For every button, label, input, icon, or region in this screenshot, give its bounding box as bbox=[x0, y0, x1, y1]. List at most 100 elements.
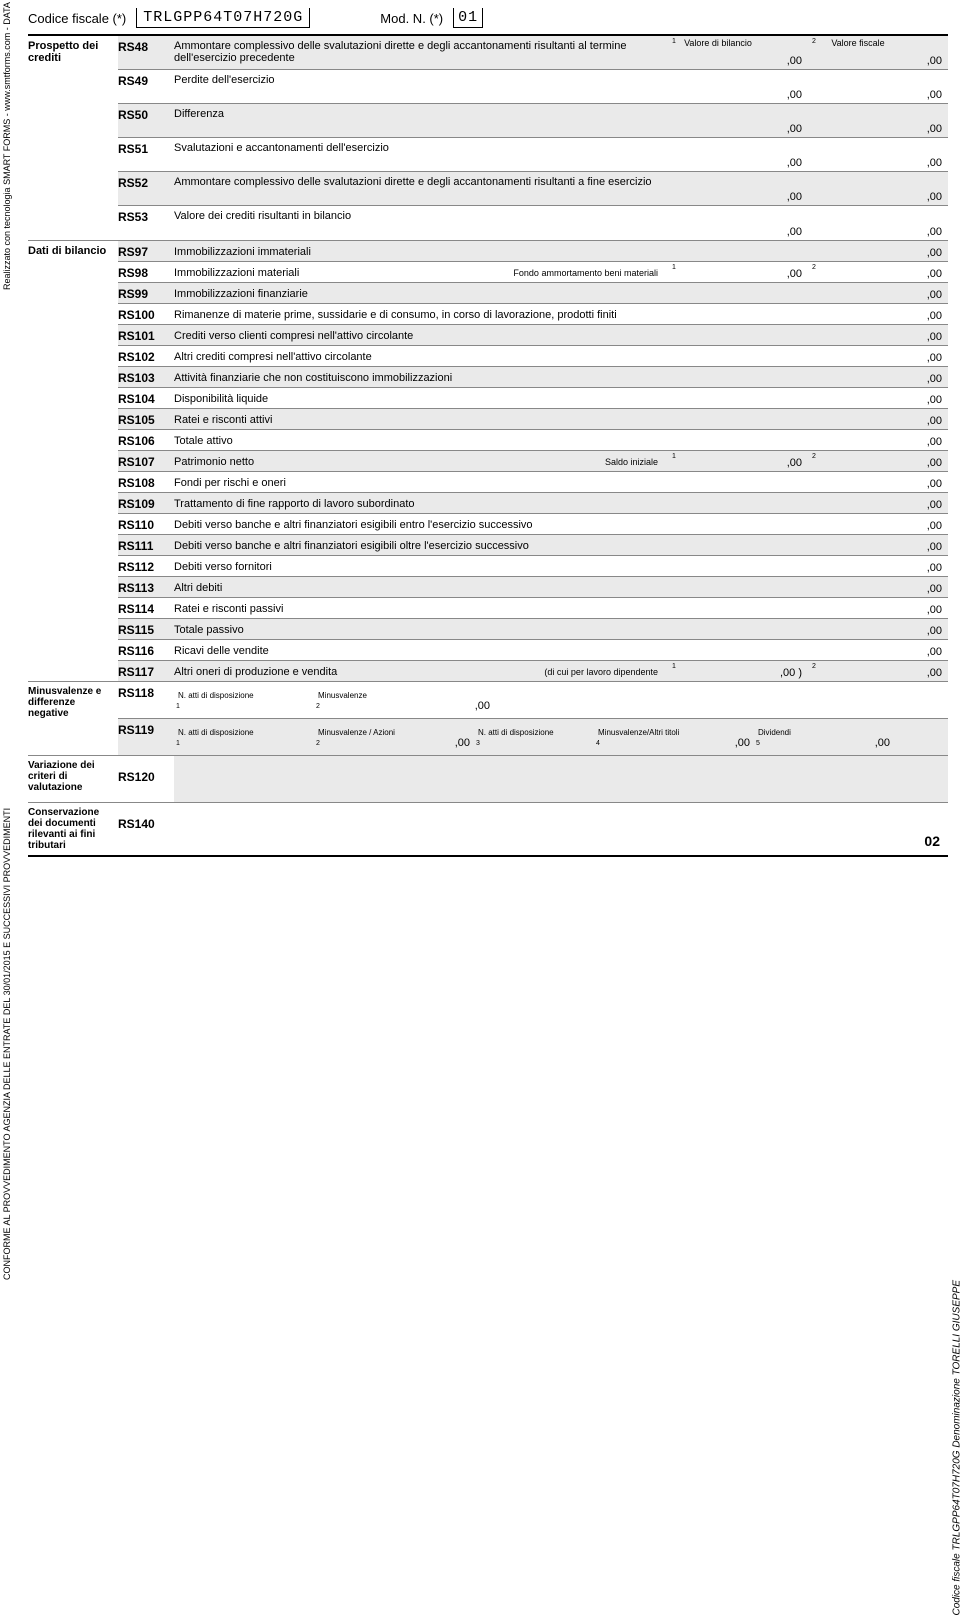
value-fiscale: 2,00 bbox=[808, 36, 948, 69]
row-code: RS48 bbox=[118, 36, 174, 69]
table-row: RS52Ammontare complessivo delle svalutaz… bbox=[118, 172, 948, 206]
value-col1: 1,00 bbox=[668, 262, 808, 282]
section-title: Minusvalenze e differenze negative bbox=[28, 682, 118, 755]
side-text-conforme: CONFORME AL PROVVEDIMENTO AGENZIA DELLE … bbox=[2, 680, 12, 1280]
value-bilancio: 1,00 bbox=[668, 36, 808, 69]
row-description: Debiti verso banche e altri finanziatori… bbox=[174, 514, 668, 534]
value-col2: ,00 bbox=[808, 241, 948, 261]
row-description: Ammontare complessivo delle svalutazioni… bbox=[174, 172, 668, 205]
row-description: Disponibilità liquide bbox=[174, 388, 668, 408]
empty-field[interactable] bbox=[174, 756, 948, 802]
row-code: RS52 bbox=[118, 172, 174, 205]
table-row: RS103Attività finanziarie che non costit… bbox=[118, 367, 948, 388]
value-col1: 1,00 ) bbox=[668, 661, 808, 681]
value: ,00 bbox=[318, 700, 490, 714]
value-col2: 2,00 bbox=[808, 262, 948, 282]
section-variazione: Variazione dei criteri di valutazione RS… bbox=[28, 756, 948, 803]
section-prospetto-crediti: Prospetto dei crediti Valore di bilancio… bbox=[28, 36, 948, 241]
row-code: RS49 bbox=[118, 70, 174, 103]
value-col2: ,00 bbox=[808, 430, 948, 450]
table-row: RS97Immobilizzazioni immateriali,00 bbox=[118, 241, 948, 262]
page-number: 02 bbox=[924, 827, 948, 849]
value-fiscale: ,00 bbox=[808, 70, 948, 103]
row-code: RS107 bbox=[118, 451, 174, 471]
row-code: RS112 bbox=[118, 556, 174, 576]
table-row: RS49Perdite dell'esercizio,00,00 bbox=[118, 70, 948, 104]
row-description: Svalutazioni e accantonamenti dell'eserc… bbox=[174, 138, 668, 171]
row-description: Ammontare complessivo delle svalutazioni… bbox=[174, 36, 668, 69]
row-code: RS103 bbox=[118, 367, 174, 387]
row-description: Ratei e risconti passivi bbox=[174, 598, 668, 618]
value-bilancio: ,00 bbox=[668, 138, 808, 171]
value-bilancio: ,00 bbox=[668, 104, 808, 137]
section-title: Dati di bilancio bbox=[28, 241, 118, 681]
row-code: RS118 bbox=[118, 682, 174, 718]
table-row: RS106Totale attivo,00 bbox=[118, 430, 948, 451]
table-row: RS50Differenza,00,00 bbox=[118, 104, 948, 138]
label-atti2: N. atti di disposizione bbox=[478, 728, 590, 737]
value-fiscale: ,00 bbox=[808, 206, 948, 240]
label-azioni: Minusvalenze / Azioni bbox=[318, 728, 470, 737]
row-description: Totale passivo bbox=[174, 619, 668, 639]
row-code: RS119 bbox=[118, 719, 174, 755]
table-row: RS116Ricavi delle vendite,00 bbox=[118, 640, 948, 661]
row-description: Debiti verso banche e altri finanziatori… bbox=[174, 535, 668, 555]
row-code: RS100 bbox=[118, 304, 174, 324]
table-row: RS107Patrimonio nettoSaldo iniziale1,002… bbox=[118, 451, 948, 472]
table-row: RS99Immobilizzazioni finanziarie,00 bbox=[118, 283, 948, 304]
table-row: RS112Debiti verso fornitori,00 bbox=[118, 556, 948, 577]
table-row: RS105Ratei e risconti attivi,00 bbox=[118, 409, 948, 430]
row-code: RS114 bbox=[118, 598, 174, 618]
row-code: RS98 bbox=[118, 262, 174, 282]
modn-value[interactable]: 01 bbox=[453, 8, 483, 28]
modn-label: Mod. N. (*) bbox=[380, 11, 443, 26]
row-description: Crediti verso clienti compresi nell'atti… bbox=[174, 325, 668, 345]
row-description: Differenza bbox=[174, 104, 668, 137]
value-col2: 2,00 bbox=[808, 451, 948, 471]
row-code: RS104 bbox=[118, 388, 174, 408]
value-col2: ,00 bbox=[808, 409, 948, 429]
row-rs140: RS140 02 bbox=[118, 803, 948, 849]
table-row: RS102Altri crediti compresi nell'attivo … bbox=[118, 346, 948, 367]
inline-label: Saldo iniziale bbox=[605, 457, 658, 467]
label-dividendi: Dividendi bbox=[758, 728, 890, 737]
row-code: RS50 bbox=[118, 104, 174, 137]
row-description: Rimanenze di materie prime, sussidarie e… bbox=[174, 304, 668, 324]
value-col2: ,00 bbox=[808, 472, 948, 492]
row-description: Altri oneri di produzione e vendita(di c… bbox=[174, 661, 668, 681]
row-description: Ratei e risconti attivi bbox=[174, 409, 668, 429]
row-description: Altri debiti bbox=[174, 577, 668, 597]
table-row: RS110Debiti verso banche e altri finanzi… bbox=[118, 514, 948, 535]
table-row: RS53Valore dei crediti risultanti in bil… bbox=[118, 206, 948, 240]
row-description: Patrimonio nettoSaldo iniziale bbox=[174, 451, 668, 471]
row-code: RS108 bbox=[118, 472, 174, 492]
value: ,00 bbox=[318, 737, 470, 751]
row-rs120: RS120 bbox=[118, 756, 948, 802]
value-col2: ,00 bbox=[808, 283, 948, 303]
cf-value[interactable]: TRLGPP64T07H720G bbox=[136, 8, 310, 28]
row-description: Immobilizzazioni immateriali bbox=[174, 241, 668, 261]
row-code: RS102 bbox=[118, 346, 174, 366]
cf-label: Codice fiscale (*) bbox=[28, 11, 126, 26]
side-text-cf: Codice fiscale TRLGPP64T07H720G Denomina… bbox=[952, 1280, 960, 1616]
value-col2: 2,00 bbox=[808, 661, 948, 681]
value-col2: ,00 bbox=[808, 640, 948, 660]
value-col2: ,00 bbox=[808, 514, 948, 534]
row-description: Altri crediti compresi nell'attivo circo… bbox=[174, 346, 668, 366]
value: ,00 bbox=[758, 737, 890, 751]
main-form: Prospetto dei crediti Valore di bilancio… bbox=[28, 34, 948, 857]
value-col2: ,00 bbox=[808, 598, 948, 618]
table-row: RS113Altri debiti,00 bbox=[118, 577, 948, 598]
value-col2: ,00 bbox=[808, 304, 948, 324]
row-code: RS113 bbox=[118, 577, 174, 597]
row-code: RS116 bbox=[118, 640, 174, 660]
table-row: RS104Disponibilità liquide,00 bbox=[118, 388, 948, 409]
row-code: RS115 bbox=[118, 619, 174, 639]
row-description: Totale attivo bbox=[174, 430, 668, 450]
table-row: RS108Fondi per rischi e oneri,00 bbox=[118, 472, 948, 493]
table-row: RS115Totale passivo ,00 bbox=[118, 619, 948, 640]
value-col2: ,00 bbox=[808, 619, 948, 639]
table-row: RS109Trattamento di fine rapporto di lav… bbox=[118, 493, 948, 514]
row-description: Debiti verso fornitori bbox=[174, 556, 668, 576]
value-col1: 1,00 bbox=[668, 451, 808, 471]
